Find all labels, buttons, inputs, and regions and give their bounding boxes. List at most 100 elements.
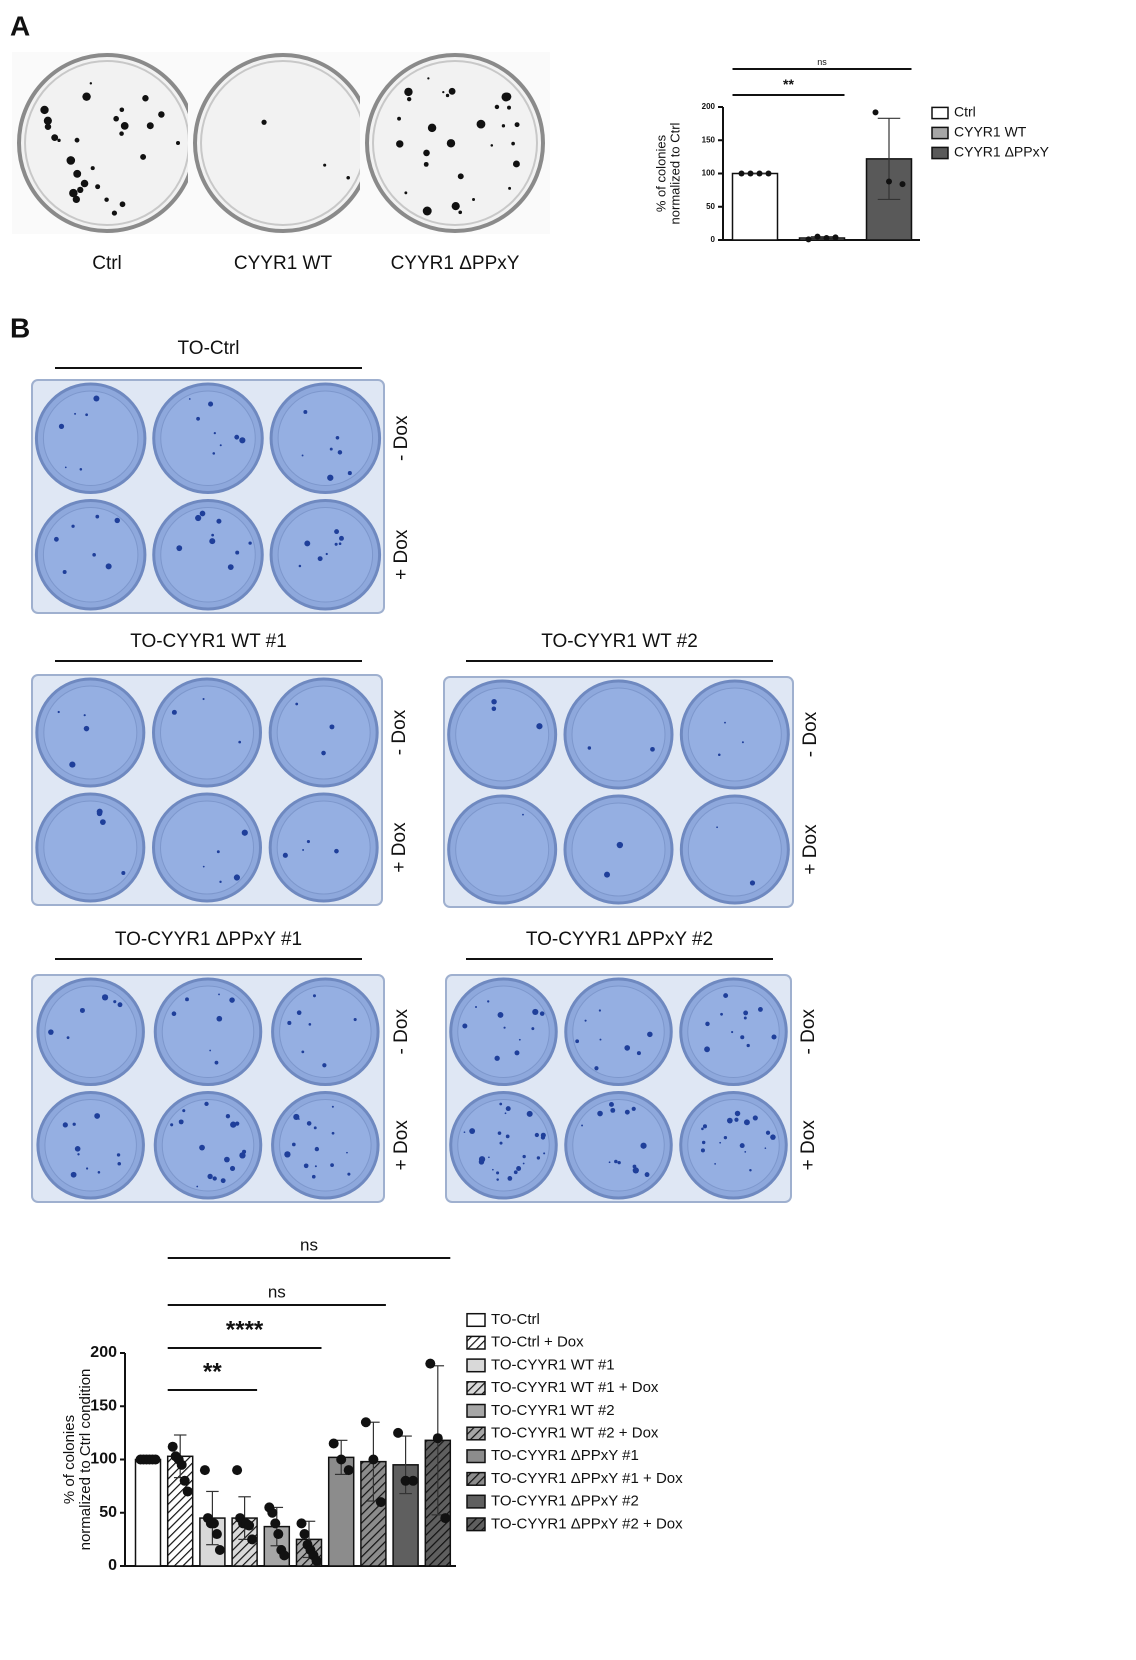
colony xyxy=(304,1163,309,1168)
colony xyxy=(219,881,221,883)
colony xyxy=(84,714,86,716)
colony xyxy=(176,545,182,551)
y-axis-label: % of colonies xyxy=(61,1415,78,1504)
data-point xyxy=(886,178,892,184)
colony xyxy=(44,117,52,125)
colony xyxy=(427,77,429,79)
colony xyxy=(714,1163,716,1165)
data-point xyxy=(361,1417,371,1427)
bar xyxy=(733,174,778,241)
colony xyxy=(120,201,126,207)
bar xyxy=(136,1460,161,1567)
colony xyxy=(102,994,108,1000)
dish-label: Ctrl xyxy=(92,253,122,274)
colony xyxy=(332,1106,334,1108)
colony xyxy=(336,436,340,440)
colony xyxy=(492,706,497,711)
colony xyxy=(346,176,350,180)
legend-swatch xyxy=(467,1382,485,1395)
colony xyxy=(617,842,623,848)
colony xyxy=(339,542,342,545)
data-point xyxy=(368,1455,378,1465)
colony xyxy=(261,120,266,125)
colony xyxy=(200,511,206,517)
colony xyxy=(119,131,124,136)
colony xyxy=(766,1131,770,1135)
colony xyxy=(506,1135,510,1139)
colony xyxy=(239,1152,245,1158)
colony xyxy=(442,91,444,93)
colony xyxy=(702,1141,705,1144)
colony xyxy=(292,1143,296,1147)
colony xyxy=(502,124,505,127)
colony xyxy=(609,1161,611,1163)
colony xyxy=(446,94,449,97)
plate-title: TO-CYYR1 WT #2 xyxy=(541,631,698,652)
well-inner xyxy=(161,686,254,779)
colony xyxy=(640,1143,646,1149)
legend-swatch xyxy=(467,1336,485,1349)
colony xyxy=(302,849,304,851)
data-point xyxy=(440,1513,450,1523)
colony xyxy=(472,198,475,201)
colony xyxy=(196,417,200,421)
colony xyxy=(609,1102,614,1107)
well-inner xyxy=(572,803,665,896)
colony xyxy=(239,437,245,443)
legend-label: TO-CYYR1 ΔPPxY #1 + Dox xyxy=(491,1470,683,1487)
colony xyxy=(703,1124,707,1128)
colony xyxy=(705,1022,709,1026)
colony xyxy=(397,117,401,121)
colony xyxy=(95,184,100,189)
data-point xyxy=(344,1465,354,1475)
colony xyxy=(117,1162,121,1166)
colony xyxy=(532,1009,538,1015)
dox-label: + Dox xyxy=(389,822,410,873)
colony xyxy=(97,809,103,815)
colony xyxy=(100,819,106,825)
well-inner xyxy=(44,801,137,894)
legend-label: TO-CYYR1 WT #1 xyxy=(491,1356,615,1373)
colony xyxy=(701,1128,704,1131)
colony xyxy=(207,1174,212,1179)
colony xyxy=(716,826,718,828)
well-inner xyxy=(278,508,373,603)
colony xyxy=(498,1131,502,1135)
colony xyxy=(295,703,298,706)
dox-label: - Dox xyxy=(800,711,821,757)
colony xyxy=(744,1119,750,1125)
colony xyxy=(704,1046,710,1052)
colony xyxy=(117,1153,120,1156)
colony xyxy=(594,1066,598,1070)
colony xyxy=(94,1113,100,1119)
dish xyxy=(195,55,371,231)
colony xyxy=(332,1132,335,1135)
colony xyxy=(98,1171,101,1174)
y-tick-label: 150 xyxy=(702,135,716,144)
colony xyxy=(182,1109,185,1112)
colony xyxy=(121,122,129,130)
colony xyxy=(492,1169,494,1171)
y-tick-label: 100 xyxy=(90,1451,117,1468)
colony xyxy=(396,140,403,147)
legend-swatch xyxy=(932,147,948,158)
colony xyxy=(220,444,222,446)
data-point xyxy=(393,1428,403,1438)
data-point xyxy=(168,1442,178,1452)
data-point xyxy=(873,109,879,115)
colony xyxy=(230,1166,235,1171)
colony xyxy=(507,1176,512,1181)
colony xyxy=(195,515,201,521)
colony xyxy=(503,1027,505,1029)
data-point xyxy=(425,1359,435,1369)
colony xyxy=(142,95,148,101)
well-inner xyxy=(162,986,254,1078)
colony xyxy=(723,993,728,998)
colony xyxy=(537,1156,540,1159)
colony xyxy=(82,92,90,100)
colony xyxy=(73,1123,76,1126)
data-point xyxy=(757,171,763,177)
colony xyxy=(208,402,213,407)
plate-title: TO-CYYR1 WT #1 xyxy=(130,631,287,652)
colony xyxy=(522,1155,525,1158)
